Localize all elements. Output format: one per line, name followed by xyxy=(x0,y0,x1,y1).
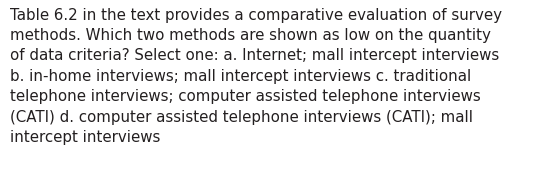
Text: Table 6.2 in the text provides a comparative evaluation of survey
methods. Which: Table 6.2 in the text provides a compara… xyxy=(10,8,502,145)
